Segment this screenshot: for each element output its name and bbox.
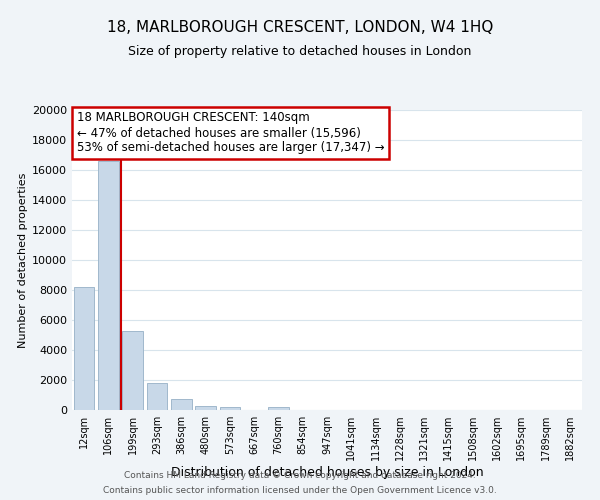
Bar: [74, 287, 94, 410]
Bar: [171, 399, 191, 410]
Bar: [146, 383, 167, 410]
Bar: [122, 330, 143, 410]
Text: Size of property relative to detached houses in London: Size of property relative to detached ho…: [128, 45, 472, 58]
Y-axis label: Number of detached properties: Number of detached properties: [18, 172, 28, 348]
Text: Contains public sector information licensed under the Open Government Licence v3: Contains public sector information licen…: [103, 486, 497, 495]
Bar: [220, 407, 240, 410]
Bar: [268, 407, 289, 410]
Text: Contains HM Land Registry data © Crown copyright and database right 2024.: Contains HM Land Registry data © Crown c…: [124, 471, 476, 480]
X-axis label: Distribution of detached houses by size in London: Distribution of detached houses by size …: [170, 466, 484, 479]
Bar: [195, 406, 216, 410]
Text: 18, MARLBOROUGH CRESCENT, LONDON, W4 1HQ: 18, MARLBOROUGH CRESCENT, LONDON, W4 1HQ: [107, 20, 493, 35]
Bar: [98, 161, 119, 410]
Text: 18 MARLBOROUGH CRESCENT: 140sqm
← 47% of detached houses are smaller (15,596)
53: 18 MARLBOROUGH CRESCENT: 140sqm ← 47% of…: [77, 112, 385, 154]
